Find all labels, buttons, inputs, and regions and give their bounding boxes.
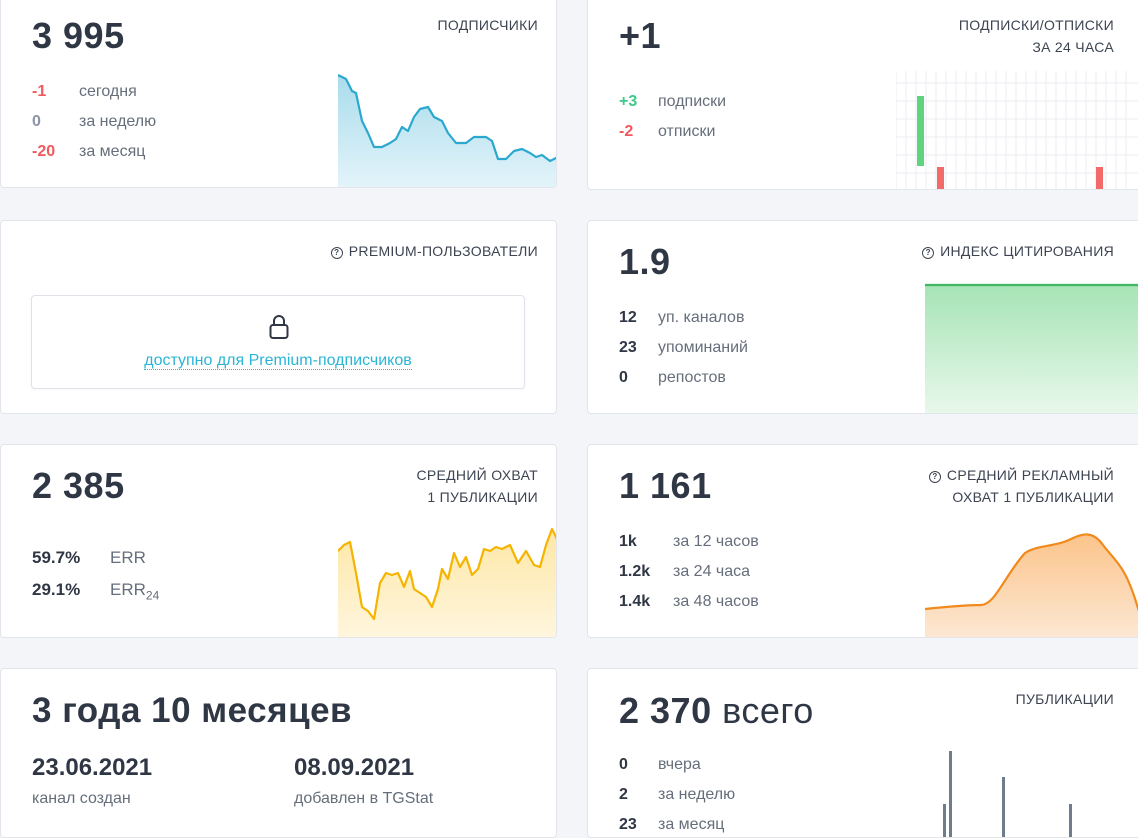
stat-row-today: -1 сегодня <box>32 83 137 100</box>
subscribers-card[interactable]: 3 995 ПОДПИСЧИКИ -1 сегодня 0 за неделю -2… <box>0 0 557 188</box>
err-stats: 59.7% ERR 29.1% ERR24 <box>32 542 159 611</box>
subs-unsubs-stats: +3 подписки -2 отписки <box>619 87 726 147</box>
posts-barchart[interactable] <box>925 749 1138 838</box>
stat-row-yesterday: 0 вчера <box>619 756 701 773</box>
subscribers-label: ПОДПИСЧИКИ <box>437 17 538 33</box>
channel-age-value: 3 года 10 месяцев <box>32 691 353 730</box>
created-date: 23.06.2021 <box>32 754 153 781</box>
help-icon[interactable]: ? <box>330 247 343 259</box>
avg-reach-sparkline[interactable] <box>338 525 557 638</box>
citation-label: ? ИНДЕКС ЦИТИРОВАНИЯ <box>922 240 1114 262</box>
subscribers-count: 3 995 <box>32 15 125 56</box>
citation-area-chart[interactable] <box>925 283 1138 414</box>
created-date-block: 23.06.2021 канал создан <box>32 754 152 808</box>
subs-unsubs-card[interactable]: +1 ПОДПИСКИ/ОТПИСКИ ЗА 24 ЧАСА +3 подписк… <box>587 0 1138 190</box>
subscribers-stats: -1 сегодня 0 за неделю -20 за месяц <box>32 77 156 167</box>
citation-index-value: 1.9 <box>619 241 671 282</box>
subs-net-value: +1 <box>619 15 662 56</box>
subscribers-sparkline[interactable] <box>338 71 557 188</box>
stat-row-err: 59.7% ERR <box>32 548 146 567</box>
stat-row-month: -20 за месяц <box>32 143 146 160</box>
added-label: добавлен в TGStat <box>294 790 434 807</box>
subs-unsubs-label: ПОДПИСКИ/ОТПИСКИ ЗА 24 ЧАСА <box>958 17 1114 55</box>
stat-row-24h: 1.2k за 24 часа <box>619 563 751 580</box>
created-label: канал создан <box>32 790 131 807</box>
citation-card[interactable]: 1.9 ? ИНДЕКС ЦИТИРОВАНИЯ 12 уп. каналов 23… <box>587 220 1138 414</box>
stat-row-subs: +3 подписки <box>619 93 727 110</box>
help-icon[interactable]: ? <box>928 471 941 483</box>
avg-reach-value: 2 385 <box>32 465 125 506</box>
added-date-block: 08.09.2021 добавлен в TGStat <box>294 754 433 808</box>
help-icon[interactable]: ? <box>922 247 935 259</box>
stat-row-channels: 12 уп. каналов <box>619 309 745 326</box>
ad-reach-area-chart[interactable] <box>925 525 1138 638</box>
ad-reach-value: 1 161 <box>619 465 712 506</box>
avg-reach-card[interactable]: 2 385 СРЕДНИЙ ОХВАТ 1 ПУБЛИКАЦИИ 59.7% ER… <box>0 444 557 638</box>
posts-label: ПУБЛИКАЦИИ <box>1015 691 1114 707</box>
stat-row-err24: 29.1% ERR24 <box>32 580 160 603</box>
stat-row-week: 2 за неделю <box>619 786 736 803</box>
premium-lock-box[interactable]: доступно для Premium-подписчиков <box>31 295 525 389</box>
avg-reach-label: СРЕДНИЙ ОХВАТ 1 ПУБЛИКАЦИИ <box>416 467 538 505</box>
stat-row-reposts: 0 репостов <box>619 369 726 386</box>
channel-age-card[interactable]: 3 года 10 месяцев 23.06.2021 канал созда… <box>0 668 557 838</box>
stat-row-week: 0 за неделю <box>32 113 157 130</box>
stat-row-12h: 1k за 12 часов <box>619 533 759 550</box>
stat-row-month: 23 за месяц <box>619 816 725 833</box>
ad-reach-label: ? СРЕДНИЙ РЕКЛАМНЫЙ ОХВАТ 1 ПУБЛИКАЦИИ <box>928 464 1114 508</box>
ad-reach-card[interactable]: 1 161 ? СРЕДНИЙ РЕКЛАМНЫЙ ОХВАТ 1 ПУБЛИКА… <box>587 444 1138 638</box>
added-date: 08.09.2021 <box>294 754 415 781</box>
premium-card[interactable]: ? PREMIUM-ПОЛЬЗОВАТЕЛИ доступно для Premi… <box>0 220 557 414</box>
posts-card[interactable]: 2 370 всего ПУБЛИКАЦИИ 0 вчера 2 за неделю… <box>587 668 1138 838</box>
stat-row-mentions: 23 упоминаний <box>619 339 748 356</box>
posts-stats: 0 вчера 2 за неделю 23 за месяц <box>619 750 736 837</box>
lock-icon <box>269 315 289 339</box>
posts-total: 2 370 всего <box>619 690 814 731</box>
stat-row-48h: 1.4k за 48 часов <box>619 593 759 610</box>
stat-row-unsubs: -2 отписки <box>619 123 716 140</box>
premium-label: ? PREMIUM-ПОЛЬЗОВАТЕЛИ <box>330 240 538 262</box>
subs-unsubs-barchart[interactable] <box>896 71 1138 190</box>
citation-stats: 12 уп. каналов 23 упоминаний 0 репостов <box>619 303 748 393</box>
premium-link[interactable]: доступно для Premium-подписчиков <box>144 352 412 370</box>
ad-reach-stats: 1k за 12 часов 1.2k за 24 часа 1.4k за 48 ч… <box>619 527 759 617</box>
